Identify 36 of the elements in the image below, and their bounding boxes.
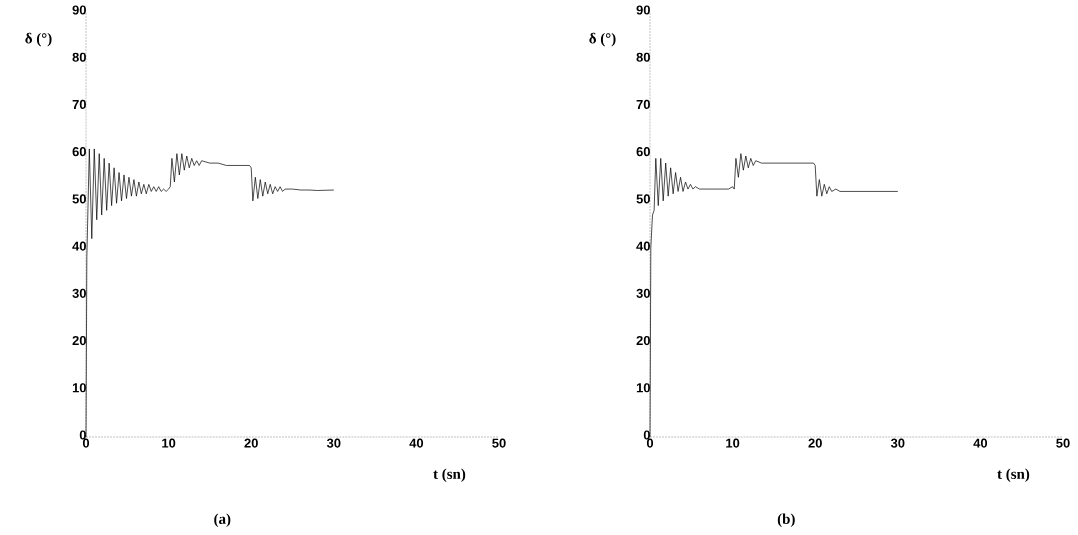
x-tick-label: 10 [726,438,740,448]
y-tick-label: 80 [636,52,650,62]
y-tick-label: 0 [643,430,650,440]
y-axis-title: δ (°) [25,32,52,47]
x-tick-label: 30 [890,438,905,448]
y-tick-label: 20 [636,335,650,346]
x-tick-label: 40 [409,438,424,448]
y-tick-label: 70 [72,99,86,110]
x-tick-label: 20 [244,438,258,448]
y-tick-label: 80 [72,52,86,62]
y-tick-label: 10 [636,383,650,393]
y-tick-label: 40 [636,241,650,251]
y-tick-label: 30 [636,288,650,298]
x-axis-title: t (sn) [433,468,466,483]
x-tick-label: 50 [1056,438,1070,448]
y-tick-label: 90 [72,5,86,15]
y-tick-label: 90 [636,5,650,15]
text: (b) [777,513,795,528]
x-tick-label: 50 [492,438,506,448]
x-tick-label: 10 [162,438,176,448]
y-tick-label: 10 [72,383,86,393]
y-tick-label: 50 [72,194,86,204]
x-tick-label: 20 [808,438,822,448]
y-tick-label: 60 [636,147,650,157]
y-tick-label: 40 [72,241,86,251]
x-tick-label: 30 [326,438,341,448]
y-tick-label: 70 [636,99,650,110]
y-tick-label: 0 [79,430,86,440]
y-axis-title: δ (°) [589,32,616,47]
y-tick-label: 20 [72,335,86,346]
x-axis-title: t (sn) [997,468,1030,483]
y-tick-label: 30 [72,288,86,298]
text: (a) [214,513,231,528]
y-tick-label: 50 [636,194,650,204]
y-tick-label: 60 [72,147,86,157]
x-tick-label: 40 [973,438,988,448]
